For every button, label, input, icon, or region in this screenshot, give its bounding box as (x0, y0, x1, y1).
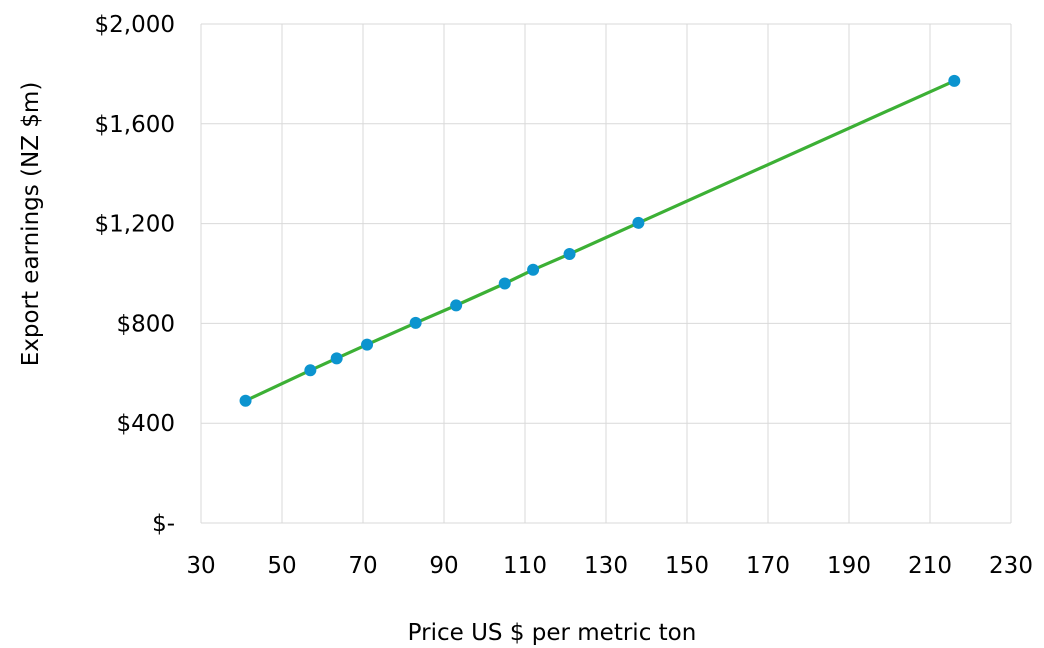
x-tick-label: 150 (665, 553, 709, 579)
x-tick-label: 210 (908, 553, 952, 579)
data-point (948, 74, 961, 87)
data-point (361, 338, 374, 351)
data-point (632, 216, 645, 229)
x-tick-label: 30 (186, 553, 215, 579)
y-tick-label: $2,000 (95, 12, 175, 38)
data-point (409, 316, 422, 329)
data-point (239, 394, 252, 407)
x-axis: 30 50 70 90 110 130 150 170 190 210 230 (186, 553, 1033, 579)
data-point (330, 352, 343, 365)
x-tick-label: 110 (503, 553, 547, 579)
data-point (563, 248, 576, 261)
y-tick-label: $1,200 (95, 212, 175, 238)
y-tick-label: $400 (116, 411, 175, 437)
x-tick-label: 130 (584, 553, 628, 579)
data-point (450, 299, 463, 312)
y-tick-label: $1,600 (95, 112, 175, 138)
x-tick-label: 190 (827, 553, 871, 579)
x-axis-title: Price US $ per metric ton (408, 620, 697, 646)
y-tick-label: $- (152, 511, 175, 537)
y-tick-label: $800 (116, 311, 175, 337)
x-tick-label: 50 (267, 553, 296, 579)
x-tick-label: 230 (989, 553, 1033, 579)
data-point (304, 364, 317, 377)
y-axis: $- $400 $800 $1,200 $1,600 $2,000 (95, 12, 175, 537)
y-axis-title: Export earnings (NZ $m) (18, 82, 44, 367)
series-line (244, 79, 956, 403)
data-point (527, 263, 540, 276)
grid (200, 23, 1012, 524)
data-point (498, 277, 511, 290)
x-tick-label: 70 (348, 553, 377, 579)
x-tick-label: 170 (746, 553, 790, 579)
x-tick-label: 90 (429, 553, 458, 579)
series-layer (239, 74, 961, 407)
